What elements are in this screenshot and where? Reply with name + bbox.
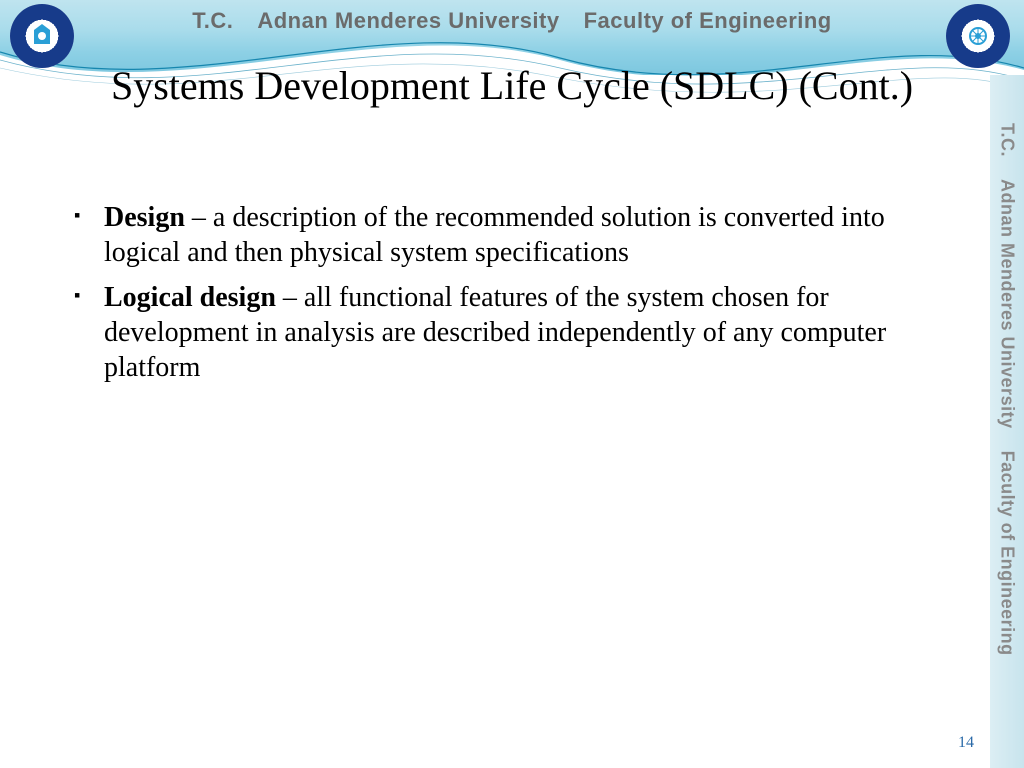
banner-prefix: T.C. [192, 8, 233, 33]
side-faculty: Faculty of Engineering [998, 451, 1018, 656]
bullet-list: Design – a description of the recommende… [74, 200, 894, 385]
university-logo-left [10, 4, 74, 68]
slide: T.C. Adnan Menderes University Faculty of … [0, 0, 1024, 768]
bullet-term: Logical design [104, 282, 276, 313]
bullet-term: Design [104, 202, 185, 233]
slide-title: Systems Development Life Cycle (SDLC) (C… [0, 62, 1024, 109]
side-prefix: T.C. [998, 123, 1018, 157]
list-item: Logical design – all functional features… [74, 280, 894, 385]
faculty-emblem-icon [964, 22, 992, 50]
page-number: 14 [958, 734, 974, 752]
banner-university: Adnan Menderes University [257, 8, 559, 33]
banner-faculty: Faculty of Engineering [584, 8, 832, 33]
side-banner-text: T.C. Adnan Menderes University Faculty of … [997, 123, 1018, 656]
banner-text: T.C. Adnan Menderes University Faculty of … [0, 8, 1024, 34]
faculty-logo-right [946, 4, 1010, 68]
side-banner: T.C. Adnan Menderes University Faculty of … [990, 75, 1024, 768]
university-emblem-icon [28, 22, 56, 50]
slide-body: Design – a description of the recommende… [74, 200, 894, 395]
bullet-text: – a description of the recommended solut… [104, 202, 885, 268]
list-item: Design – a description of the recommende… [74, 200, 894, 270]
side-university: Adnan Menderes University [998, 179, 1018, 429]
